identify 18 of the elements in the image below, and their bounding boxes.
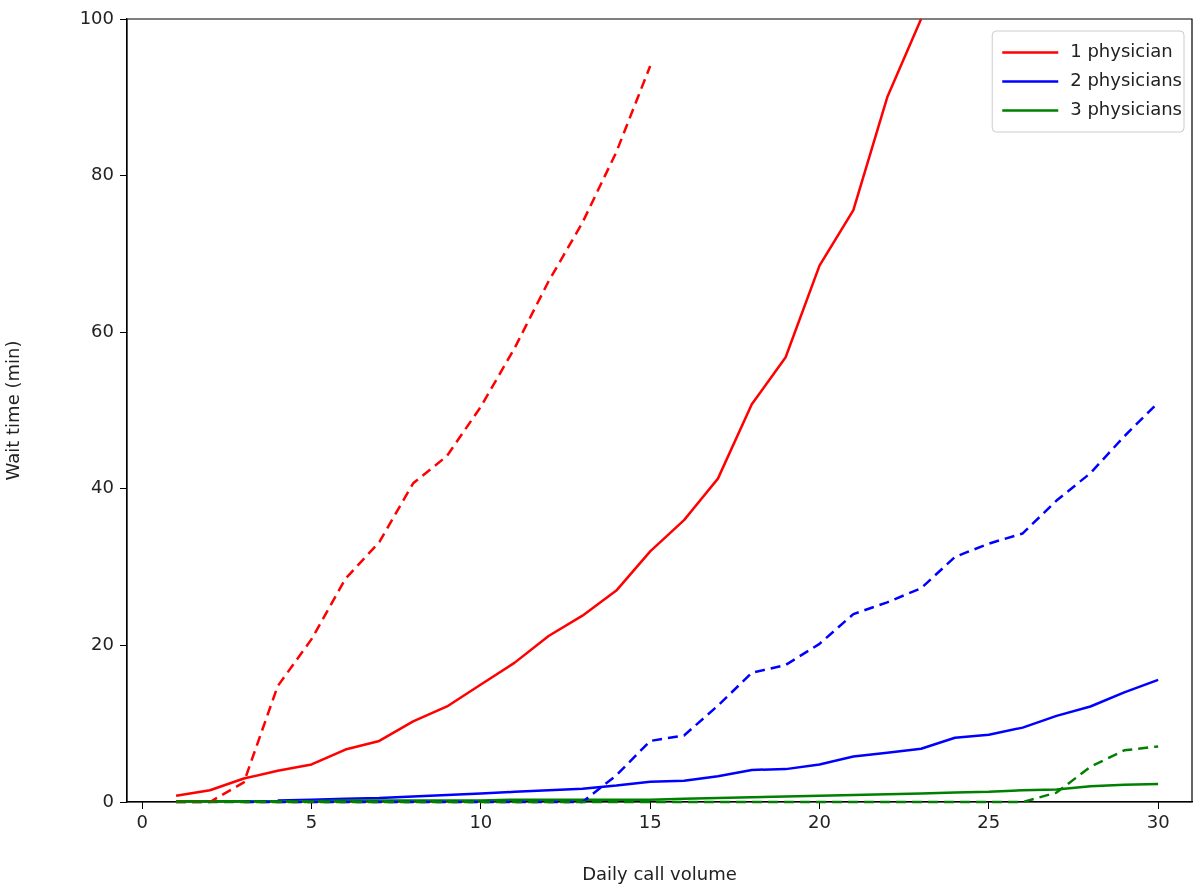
x-axis-title: Daily call volume [582, 862, 737, 884]
y-tick-label: 80 [91, 163, 114, 185]
y-tick-label: 20 [91, 633, 114, 655]
x-tick-label: 30 [1146, 811, 1170, 833]
x-tick-label: 15 [638, 811, 662, 833]
x-tick-label: 25 [977, 811, 1001, 833]
y-tick-label: 60 [91, 319, 114, 341]
x-tick-label: 5 [305, 811, 318, 833]
legend-label: 3 physicians [1070, 98, 1183, 120]
x-tick-label: 20 [808, 811, 831, 833]
legend-label: 1 physician [1070, 40, 1173, 62]
legend-label: 2 physicians [1070, 69, 1183, 91]
x-tick-label: 10 [469, 811, 493, 833]
y-tick-label: 40 [91, 476, 114, 498]
y-tick-label: 0 [102, 789, 114, 811]
y-tick-label: 100 [79, 6, 114, 28]
y-axis-title: Wait time (min) [2, 340, 24, 481]
x-tick-label: 0 [136, 811, 148, 833]
